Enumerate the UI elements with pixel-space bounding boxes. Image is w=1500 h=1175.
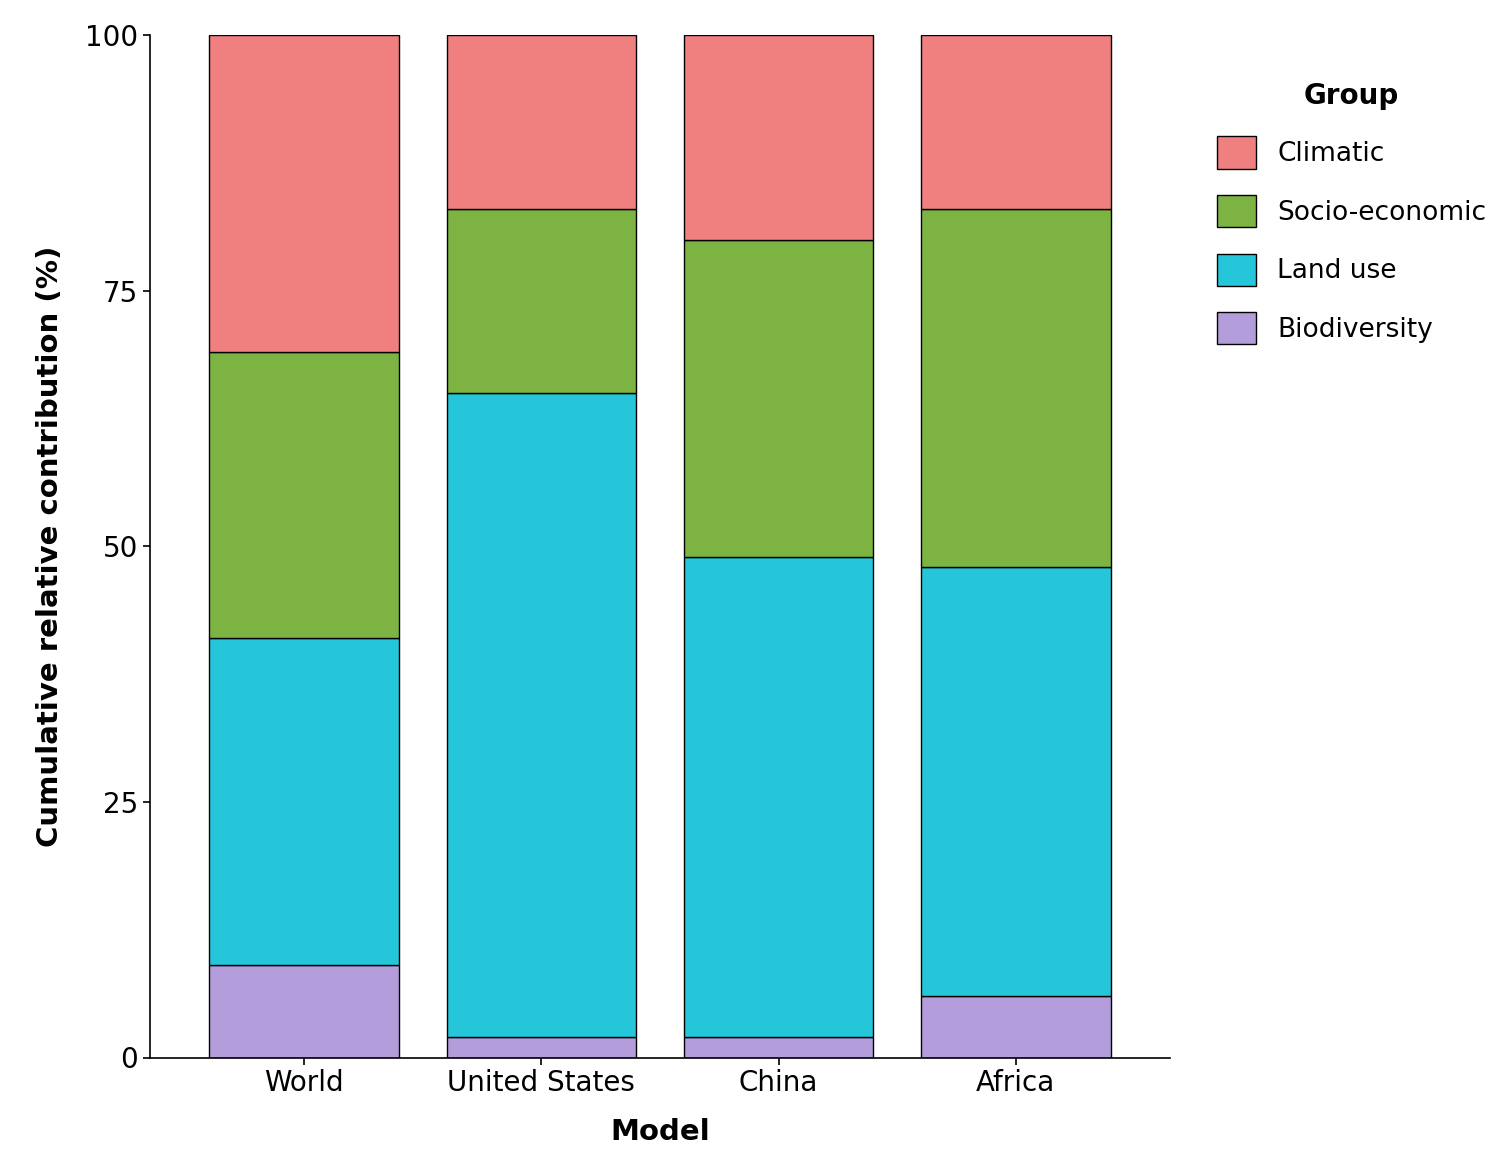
Bar: [921, 566, 1110, 996]
Y-axis label: Cumulative relative contribution (%): Cumulative relative contribution (%): [36, 246, 64, 847]
X-axis label: Model: Model: [610, 1119, 710, 1146]
Bar: [210, 352, 399, 638]
Bar: [921, 209, 1110, 566]
Bar: [684, 35, 873, 240]
Bar: [210, 966, 399, 1058]
Bar: [447, 392, 636, 1038]
Legend: Climatic, Socio-economic, Land use, Biodiversity: Climatic, Socio-economic, Land use, Biod…: [1203, 69, 1500, 357]
Bar: [447, 35, 636, 209]
Bar: [921, 35, 1110, 209]
Bar: [684, 557, 873, 1038]
Bar: [684, 240, 873, 557]
Bar: [447, 209, 636, 392]
Bar: [921, 996, 1110, 1058]
Bar: [447, 1038, 636, 1058]
Bar: [210, 638, 399, 966]
Bar: [210, 35, 399, 352]
Bar: [684, 1038, 873, 1058]
